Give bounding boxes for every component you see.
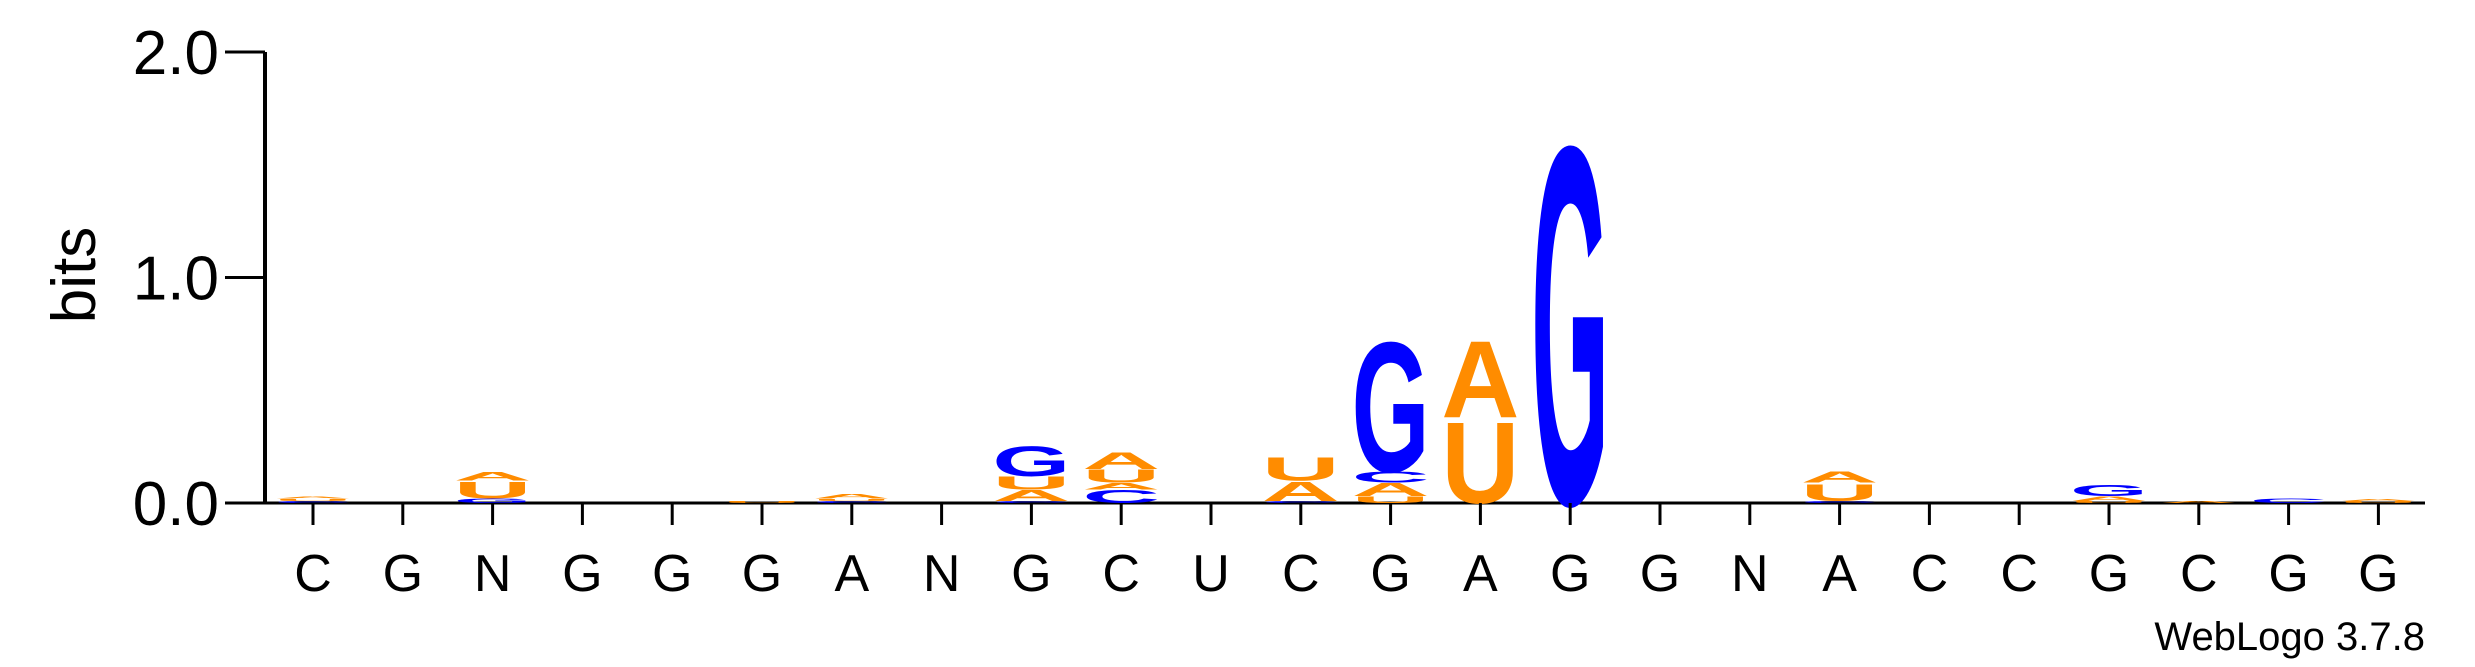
logo-letter-u: U xyxy=(1352,495,1430,505)
x-tick-label: G xyxy=(1640,545,1680,603)
logo-letter-c: C xyxy=(992,500,1070,503)
x-tick-label: C xyxy=(1282,545,1320,603)
logo-letter-g: G xyxy=(992,438,1070,486)
logo-letter-a: A xyxy=(454,470,532,484)
x-tick-label: A xyxy=(1463,545,1498,603)
logo-letter-u: U xyxy=(454,476,532,503)
logo-letter-a: A xyxy=(1082,481,1160,491)
y-tick-label: 1.0 xyxy=(133,245,219,314)
logo-letter-u: U xyxy=(2070,500,2148,503)
y-tick-label: 2.0 xyxy=(133,19,219,88)
x-tick-label: C xyxy=(1102,545,1140,603)
logo-letter-a: A xyxy=(1082,447,1160,474)
x-tick-label: G xyxy=(2268,545,2308,603)
logo-letter-a: A xyxy=(1801,469,1879,486)
logo-letter-c: C xyxy=(1082,487,1160,507)
logo-letter-g: G xyxy=(454,498,532,505)
logo-letter-a: A xyxy=(2160,500,2238,503)
logo-letter-a: A xyxy=(1262,476,1340,507)
logo-letter-c: C xyxy=(274,500,352,503)
y-axis: 0.0 1.0 2.0 xyxy=(133,19,267,539)
logo-letter-a: A xyxy=(2070,495,2148,502)
logo-letter-u: U xyxy=(1082,466,1160,486)
logo-letter-u: U xyxy=(813,498,891,501)
x-tick-label: G xyxy=(2089,545,2129,603)
x-tick-label: N xyxy=(923,545,961,603)
logo-letter-c: C xyxy=(1352,469,1430,486)
x-tick-label: G xyxy=(1370,545,1410,603)
x-tick-label: G xyxy=(742,545,782,603)
logo-letter-g: G xyxy=(2070,483,2148,500)
logo-letter-u: U xyxy=(2339,500,2417,503)
logo-letter-a: A xyxy=(1352,480,1430,500)
x-tick-label: G xyxy=(562,545,602,603)
x-tick-label: C xyxy=(294,545,332,603)
logo-letter-u: U xyxy=(992,473,1070,493)
logo-letter-a: A xyxy=(813,493,891,500)
logo-letter-c: C xyxy=(1262,500,1340,503)
x-tick-label: C xyxy=(2180,545,2218,603)
x-tick-label: G xyxy=(2358,545,2398,603)
x-tick-label: A xyxy=(1822,545,1857,603)
logo-letter-u: U xyxy=(1262,450,1340,487)
logo-letter-u: U xyxy=(1801,479,1879,506)
y-tick-label: 0.0 xyxy=(133,470,219,539)
logo-letter-c: C xyxy=(2250,498,2328,505)
x-tick-label: C xyxy=(2000,545,2038,603)
x-tick-label: G xyxy=(1550,545,1590,603)
logo-letter-a: A xyxy=(992,487,1070,504)
logo-letter-u: U xyxy=(274,498,352,501)
x-tick-label: G xyxy=(383,545,423,603)
x-tick-label: A xyxy=(834,545,869,603)
logo-letter-a: A xyxy=(2339,498,2417,501)
logo-letter-g: G xyxy=(1531,41,1609,613)
x-tick-label: G xyxy=(652,545,692,603)
x-tick-label: C xyxy=(1911,545,1949,603)
x-tick-label: N xyxy=(1731,545,1769,603)
logo-letter-g: G xyxy=(1352,303,1430,511)
x-tick-label: G xyxy=(1011,545,1051,603)
x-tick-label: N xyxy=(474,545,512,603)
logo-letter-a: A xyxy=(274,496,352,499)
weblogo-credit: WebLogo 3.7.8 xyxy=(2154,615,2425,659)
y-axis-label: bits xyxy=(40,227,109,323)
logo-letter-c: C xyxy=(813,500,891,503)
logo-letter-a: A xyxy=(1441,319,1519,442)
logo-letter-c: C xyxy=(1801,500,1879,503)
logo-letter-u: U xyxy=(723,500,801,503)
x-tick-label: U xyxy=(1192,545,1230,603)
